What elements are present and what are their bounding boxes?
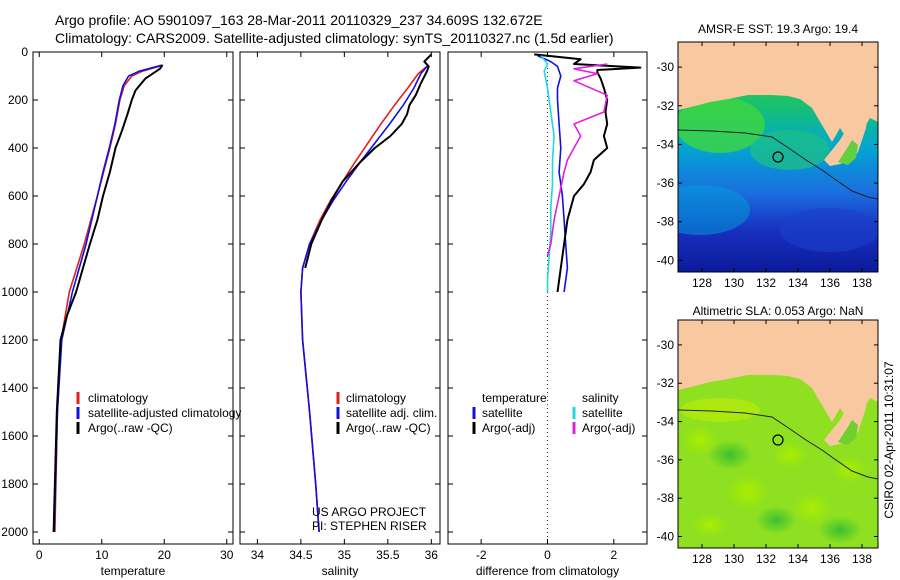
x-tick-label: 35.5 [376,548,400,562]
legend-label-temp-satellite: satellite [482,406,523,420]
series-line [300,65,428,533]
project-credit: US ARGO PROJECT [312,505,427,519]
map-y-tick-label: -38 [657,491,675,505]
map-y-tick-label: -30 [657,338,675,352]
map-x-tick-label: 138 [852,552,872,566]
map-y-tick-label: -38 [657,215,675,229]
map-y-tick-label: -34 [657,137,675,151]
y-tick-label: 1200 [1,333,28,347]
legend-label-temp-argo: Argo(-adj) [482,421,535,435]
map-x-tick-label: 132 [756,552,776,566]
series-line [300,65,428,533]
map-x-tick-label: 130 [724,552,744,566]
series-line [53,64,163,533]
series-line [52,64,164,533]
salinity-legend: climatology satellite adj. clim. Argo(..… [336,391,437,435]
map-x-tick-label: 128 [692,276,712,290]
series-line [304,53,433,269]
y-tick-label: 1800 [1,477,28,491]
map-x-tick-label: 134 [788,552,808,566]
series-line [540,55,555,292]
legend-label-sal-satellite: satellite [582,406,623,420]
map-x-tick-label: 132 [756,276,776,290]
map-y-tick-label: -36 [657,176,675,190]
difference-panel: -2 0 2 difference from climatology [447,51,648,578]
x-tick-label: 20 [158,548,172,562]
map-y-tick-label: -30 [657,60,675,74]
y-tick-label: 1600 [1,429,28,443]
series-line [534,53,642,293]
map-x-tick-label: 134 [788,276,808,290]
y-tick-label: 1400 [1,381,28,395]
legend-label-sal-argo: Argo(-adj) [582,421,635,435]
x-axis-label: difference from climatology [476,564,619,578]
sla-map-title: Altimetric SLA: 0.053 Argo: NaN [693,304,864,318]
salinity-panel: 34 34.5 35 35.5 36 salinity [239,51,441,578]
y-tick-label: 800 [8,237,28,251]
pi-credit: PI: STEPHEN RISER [312,519,427,533]
x-tick-label: 2 [610,548,617,562]
x-tick-label: 30 [220,548,234,562]
temperature-panel: 0 10 20 30 temperature 0 200 400 600 800 1000 1200 1… [1,45,233,578]
series-line [546,63,609,257]
y-tick-label: 2000 [1,525,28,539]
y-tick-label: 600 [8,189,28,203]
map-y-tick-label: -32 [657,99,675,113]
x-tick-label: 0 [544,548,551,562]
x-tick-label: 10 [95,548,109,562]
map-x-tick-label: 128 [692,552,712,566]
argo-float-marker [772,434,784,446]
land-mass [678,42,878,142]
legend-label-climatology: climatology [88,391,148,405]
x-axis-label: temperature [101,564,166,578]
map-y-tick-label: -34 [657,415,675,429]
x-axis-label: salinity [322,564,359,578]
map-y-tick-label: -36 [657,453,675,467]
temperature-legend: climatology satellite-adjusted climatolo… [76,391,241,435]
legend-label-satellite: satellite-adjusted climatology [88,406,241,420]
peninsula [824,112,868,166]
shelf-contour [678,409,878,480]
difference-legend: temperature satellite Argo(-adj) salinit… [472,391,635,435]
sst-map: AMSR-E SST: 19.3 Argo: 19.4 128 130 132 134… [657,22,879,290]
map-x-tick-label: 136 [820,276,840,290]
legend-label-satellite: satellite adj. clim. [346,406,437,420]
map-y-tick-label: -40 [657,530,675,544]
figure-title-line1: Argo profile: AO 5901097_163 28-Mar-2011… [55,12,543,28]
peninsula [824,392,868,446]
plot-frame [239,51,441,545]
figure-title-line2: Climatology: CARS2009. Satellite-adjuste… [55,30,614,46]
plot-frame [447,51,648,545]
legend-heading-salinity: salinity [582,391,619,405]
x-tick-label: 34 [251,548,265,562]
land-mass [678,320,878,422]
y-tick-label: 200 [8,93,28,107]
map-x-tick-label: 130 [724,276,744,290]
sla-map-frame [677,319,879,549]
map-y-tick-label: -40 [657,253,675,267]
x-tick-label: 34.5 [289,548,313,562]
legend-label-argo: Argo(..raw -QC) [88,421,173,435]
sst-map-title: AMSR-E SST: 19.3 Argo: 19.4 [698,22,858,36]
map-x-tick-label: 136 [820,552,840,566]
legend-label-climatology: climatology [346,391,406,405]
legend-label-argo: Argo(..raw -QC) [346,421,431,435]
y-tick-label: 1000 [1,285,28,299]
argo-float-marker [772,151,784,163]
sst-map-frame [677,41,879,273]
plot-frame [32,51,234,545]
legend-heading-temperature: temperature [482,391,547,405]
x-tick-label: 35 [338,548,352,562]
sla-map: Altimetric SLA: 0.053 Argo: NaN 128 130 13… [657,304,879,566]
timestamp-stamp: CSIRO 02-Apr-2011 10:31:07 [882,361,896,519]
x-tick-label: -2 [476,548,487,562]
x-tick-label: 0 [36,548,43,562]
x-tick-label: 36 [425,548,439,562]
shelf-contour [678,129,878,200]
y-tick-label: 400 [8,141,28,155]
y-tick-label: 0 [21,45,28,59]
map-y-tick-label: -32 [657,376,675,390]
map-x-tick-label: 138 [852,276,872,290]
